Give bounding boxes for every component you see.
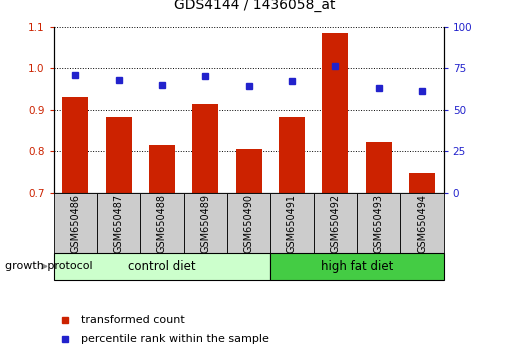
- Bar: [365, 142, 391, 193]
- Bar: [235, 149, 261, 193]
- Bar: [192, 103, 218, 193]
- Text: GSM650487: GSM650487: [114, 193, 123, 253]
- Text: GSM650494: GSM650494: [416, 194, 426, 252]
- Bar: [227, 193, 270, 253]
- Text: percentile rank within the sample: percentile rank within the sample: [81, 333, 268, 344]
- Bar: [140, 193, 183, 253]
- Text: GSM650488: GSM650488: [157, 194, 166, 252]
- Text: transformed count: transformed count: [81, 315, 184, 325]
- Bar: [97, 193, 140, 253]
- Bar: [149, 145, 175, 193]
- Bar: [322, 33, 348, 193]
- Text: GSM650492: GSM650492: [330, 193, 340, 253]
- Text: control diet: control diet: [128, 260, 195, 273]
- Text: GSM650491: GSM650491: [287, 194, 296, 252]
- Bar: [183, 193, 227, 253]
- Bar: [400, 193, 443, 253]
- Bar: [408, 173, 434, 193]
- Text: GSM650489: GSM650489: [200, 194, 210, 252]
- Bar: [313, 193, 356, 253]
- Text: GSM650493: GSM650493: [373, 194, 383, 252]
- Text: high fat diet: high fat diet: [320, 260, 392, 273]
- Bar: [53, 253, 270, 280]
- Bar: [270, 253, 443, 280]
- Text: growth protocol: growth protocol: [5, 261, 93, 272]
- Bar: [105, 117, 131, 193]
- Text: GDS4144 / 1436058_at: GDS4144 / 1436058_at: [174, 0, 335, 12]
- Bar: [270, 193, 313, 253]
- Text: GSM650490: GSM650490: [243, 194, 253, 252]
- Bar: [356, 193, 400, 253]
- Bar: [53, 193, 97, 253]
- Bar: [62, 97, 88, 193]
- Bar: [278, 117, 304, 193]
- Text: GSM650486: GSM650486: [70, 194, 80, 252]
